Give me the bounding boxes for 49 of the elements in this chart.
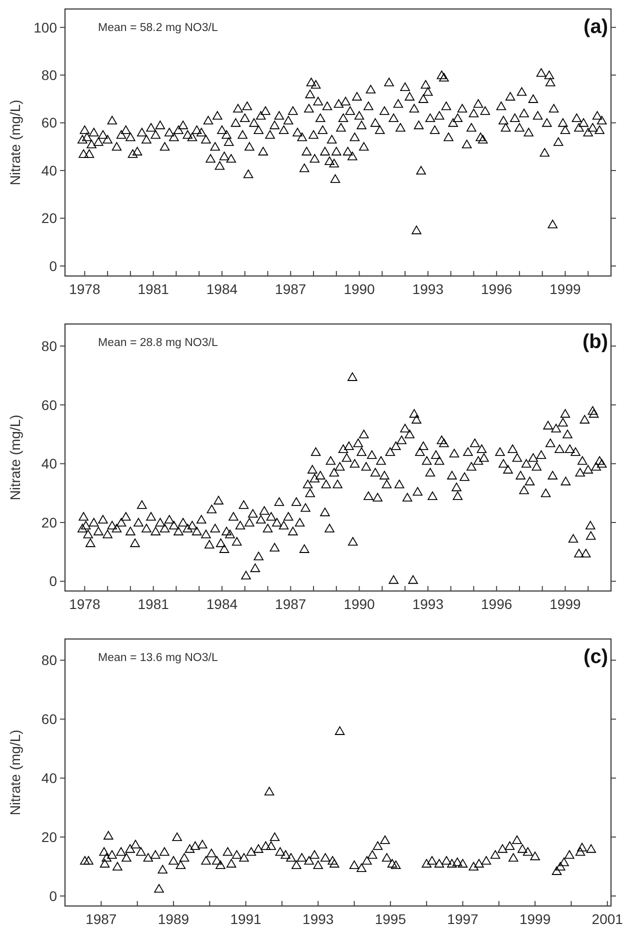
y-tick-label: 80 <box>41 338 58 354</box>
y-tick-label: 80 <box>41 66 58 83</box>
y-axis-title: Nitrate (mg/L) <box>7 730 23 816</box>
y-tick-label: 0 <box>49 258 58 274</box>
x-tick-label: 1999 <box>519 911 551 927</box>
x-tick-label: 1984 <box>206 281 238 297</box>
x-tick-label: 1997 <box>447 911 479 927</box>
y-tick-label: 20 <box>41 210 58 226</box>
y-tick-label: 60 <box>41 396 58 413</box>
chart-title: (a) <box>584 16 608 38</box>
x-tick-label: 1990 <box>344 596 376 612</box>
y-tick-label: 40 <box>41 770 58 786</box>
y-tick-label: 80 <box>41 652 58 668</box>
x-tick-label: 1999 <box>550 281 582 297</box>
y-tick-label: 20 <box>41 514 58 530</box>
x-tick-label: 1984 <box>206 596 238 612</box>
annotation: Mean = 13.6 mg NO3/L <box>98 652 218 664</box>
x-tick-label: 2001 <box>592 911 624 927</box>
x-tick-label: 1987 <box>86 911 117 927</box>
x-tick-label: 1978 <box>69 281 100 297</box>
x-tick-label: 1978 <box>69 596 100 612</box>
x-tick-label: 1999 <box>550 596 582 612</box>
x-tick-label: 1981 <box>138 596 170 612</box>
annotation: Mean = 28.8 mg NO3/L <box>98 337 218 349</box>
x-tick-label: 1993 <box>302 911 334 927</box>
x-tick-label: 1989 <box>158 911 190 927</box>
y-tick-label: 40 <box>41 162 58 178</box>
chart-title: (c) <box>584 646 608 668</box>
x-tick-label: 1996 <box>481 281 512 297</box>
y-tick-label: 40 <box>41 456 58 472</box>
x-tick-label: 1990 <box>344 281 376 297</box>
y-tick-label: 20 <box>41 828 58 845</box>
y-tick-label: 60 <box>41 711 58 728</box>
y-axis-title: Nitrate (mg/L) <box>7 100 23 186</box>
y-tick-label: 0 <box>49 573 58 590</box>
x-tick-label: 1991 <box>230 911 262 927</box>
x-tick-label: 1996 <box>481 596 512 612</box>
x-tick-label: 1993 <box>412 281 444 297</box>
x-tick-label: 1993 <box>412 596 444 612</box>
annotation: Mean = 58.2 mg NO3/L <box>98 22 218 34</box>
chart-title: (b) <box>582 331 608 353</box>
x-tick-label: 1981 <box>138 281 170 297</box>
y-axis-title: Nitrate (mg/L) <box>7 414 23 500</box>
y-tick-label: 60 <box>41 114 58 131</box>
x-tick-label: 1987 <box>275 596 306 612</box>
x-tick-label: 1987 <box>275 281 306 297</box>
x-tick-label: 1995 <box>374 911 406 927</box>
y-tick-label: 100 <box>34 19 58 36</box>
y-tick-label: 0 <box>49 888 58 904</box>
